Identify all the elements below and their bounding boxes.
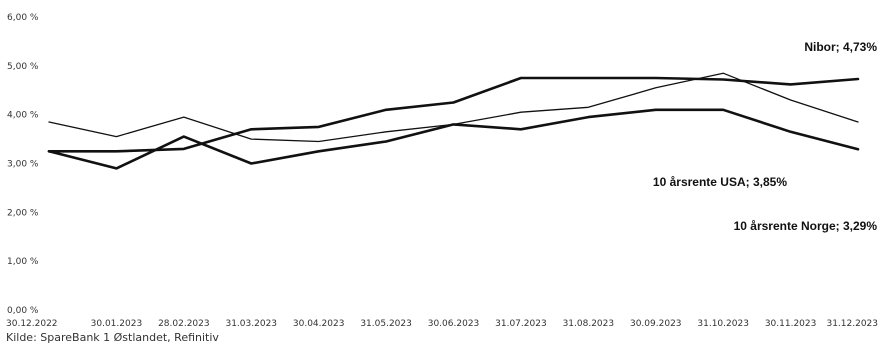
- x-tick-label: 31.05.2023: [360, 319, 412, 329]
- y-tick-label: 4,00 %: [7, 111, 39, 121]
- x-tick-label: 30.11.2023: [765, 319, 817, 329]
- x-tick-label: 30.01.2023: [91, 319, 143, 329]
- y-tick-label: 2,00 %: [7, 208, 39, 218]
- y-tick-label: 5,00 %: [7, 62, 39, 72]
- x-tick-label: 30.04.2023: [293, 319, 345, 329]
- x-tick-label: 31.10.2023: [697, 319, 749, 329]
- x-tick-label: 30.12.2022: [6, 319, 58, 329]
- source-note: Kilde: SpareBank 1 Østlandet, Refinitiv: [6, 331, 219, 344]
- y-tick-label: 1,00 %: [7, 257, 39, 267]
- x-tick-label: 30.06.2023: [428, 319, 480, 329]
- x-tick-label: 31.12.2023: [826, 319, 878, 329]
- x-axis-tick-labels: 30.12.2022 30.01.2023 28.02.2023 31.03.2023…: [6, 319, 878, 329]
- y-tick-label: 0,00 %: [7, 306, 39, 316]
- series-lines: [47, 72, 860, 170]
- series-line-0: [47, 76, 860, 153]
- nibor-series-label: Nibor; 4,73%: [804, 40, 877, 54]
- x-tick-label: 30.09.2023: [630, 319, 682, 329]
- x-tick-label: 31.03.2023: [225, 319, 277, 329]
- x-tick-label: 31.08.2023: [563, 319, 615, 329]
- norway-10y-series-label: 10 årsrente Norge; 3,29%: [734, 219, 878, 233]
- usa-10y-series-label: 10 årsrente USA; 3,85%: [653, 175, 787, 189]
- series-line-2: [47, 108, 860, 170]
- x-tick-label: 28.02.2023: [158, 319, 210, 329]
- series-line-1: [48, 72, 859, 143]
- y-tick-label: 6,00 %: [7, 13, 39, 23]
- y-tick-label: 3,00 %: [7, 160, 39, 170]
- x-tick-label: 31.07.2023: [495, 319, 547, 329]
- y-axis-tick-labels: 0,00 % 1,00 % 2,00 % 3,00 % 4,00 % 5,00 % 6,00…: [7, 13, 39, 316]
